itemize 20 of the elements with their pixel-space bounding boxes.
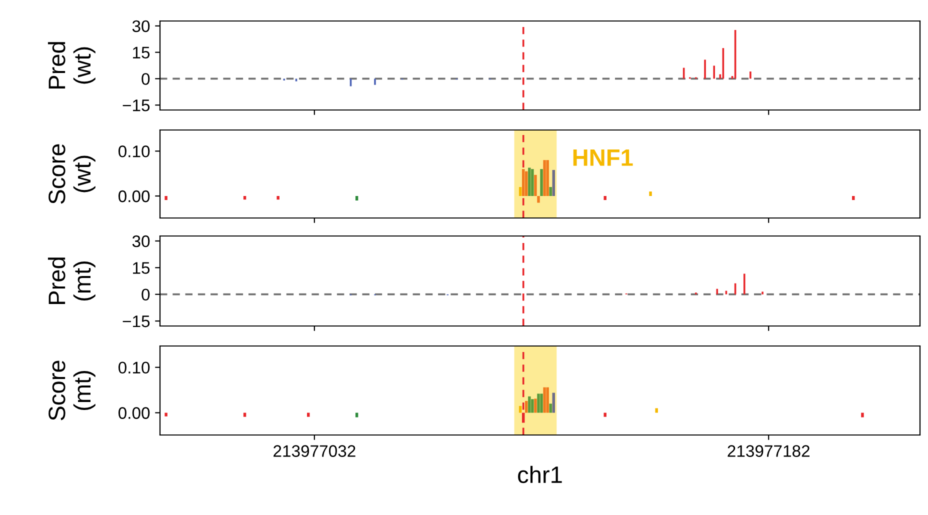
y-tick-label: 0.00 <box>118 190 150 202</box>
y-tick-label: 15 <box>133 46 150 59</box>
y-axis-title: Score (wt) <box>48 144 96 204</box>
y-axis-title: Score (mt) <box>48 360 96 420</box>
y-tick-label: −15 <box>122 316 150 328</box>
y-tick-label: 0 <box>142 73 150 85</box>
y-axis-title: Pred (wt) <box>48 42 96 88</box>
y-tick-label: 30 <box>132 20 150 32</box>
y-tick-label: 0.10 <box>118 362 150 374</box>
band-label: HNF1 <box>573 150 633 166</box>
y-tick-label: 15 <box>133 262 150 274</box>
y-tick-label: 30 <box>132 235 150 248</box>
x-tick-label: 213977032 <box>274 445 356 457</box>
x-tick-label: 213977182 <box>728 445 810 457</box>
y-tick-label: 0.10 <box>118 146 150 158</box>
y-axis-title: Pred (mt) <box>48 258 96 304</box>
y-tick-label: 0 <box>142 288 150 301</box>
x-axis-title: chr1 <box>518 466 562 484</box>
y-tick-label: −15 <box>122 100 150 112</box>
y-tick-label: 0.00 <box>118 407 150 419</box>
